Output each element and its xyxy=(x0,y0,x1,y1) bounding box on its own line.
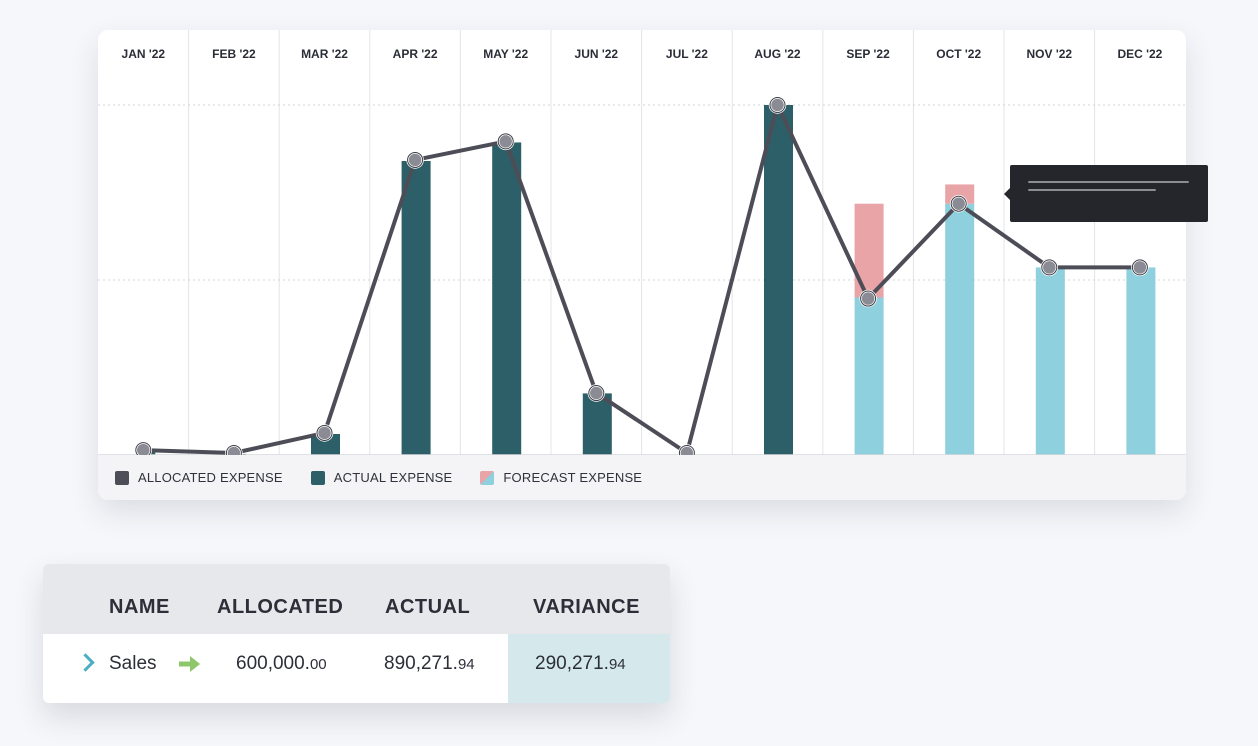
month-label-2: MAR '22 xyxy=(301,47,348,61)
allocated-point-ring-5 xyxy=(588,385,605,402)
actual-bar-3 xyxy=(401,161,431,455)
expense-chart-card: JAN '22 FEB '22 MAR '22 APR '22 MAY '22 JUN '… xyxy=(98,30,1186,500)
allocated-point-ring-4 xyxy=(497,133,514,150)
actual-bar-5 xyxy=(582,393,612,455)
header-allocated: ALLOCATED xyxy=(217,596,344,618)
header-variance: VARIANCE xyxy=(533,596,640,618)
month-label-11: DEC '22 xyxy=(1117,47,1162,61)
allocated-point-ring-2 xyxy=(316,424,333,441)
variance-decimals: 94 xyxy=(608,656,626,673)
allocated-point-ring-10 xyxy=(1041,259,1058,276)
allocated-point-ring-7 xyxy=(769,97,786,113)
row-actual: 890,271.94 xyxy=(384,653,475,675)
budget-table: NAME ALLOCATED ACTUAL VARIANCE Sales 600… xyxy=(43,564,670,703)
forecast-base-bar-8 xyxy=(854,297,884,455)
legend-label-forecast: FORECAST EXPENSE xyxy=(503,470,643,485)
month-label-8: SEP '22 xyxy=(846,47,890,61)
expand-chevron-icon[interactable] xyxy=(76,653,95,672)
month-label-1: FEB '22 xyxy=(212,47,256,61)
month-label-5: JUN '22 xyxy=(575,47,619,61)
month-label-9: OCT '22 xyxy=(936,47,981,61)
legend-swatch-actual xyxy=(310,470,325,485)
month-label-0: JAN '22 xyxy=(122,47,166,61)
actual-integer: 890,271. xyxy=(384,653,458,674)
allocated-point-ring-8 xyxy=(860,290,877,307)
allocated-point-ring-9 xyxy=(950,195,967,212)
tooltip-line-1 xyxy=(1028,181,1189,183)
actual-decimals: 94 xyxy=(457,656,475,673)
forecast-base-bar-11 xyxy=(1126,267,1156,455)
legend-item-actual[interactable]: ACTUAL EXPENSE xyxy=(310,470,453,485)
allocated-integer: 600,000. xyxy=(236,653,310,674)
header-name: NAME xyxy=(109,596,170,618)
legend-label-allocated: ALLOCATED EXPENSE xyxy=(138,470,283,485)
month-label-7: AUG '22 xyxy=(754,47,801,61)
table-row[interactable]: Sales 600,000.00 890,271.94 290,271.94 xyxy=(43,634,670,703)
actual-bar-7 xyxy=(764,105,793,455)
expense-chart: JAN '22 FEB '22 MAR '22 APR '22 MAY '22 JUN '… xyxy=(98,30,1186,462)
month-label-4: MAY '22 xyxy=(483,47,528,61)
legend-swatch-forecast xyxy=(480,470,495,485)
actual-bar-4 xyxy=(492,142,522,455)
month-label-10: NOV '22 xyxy=(1027,47,1073,61)
chart-legend: ALLOCATED EXPENSE ACTUAL EXPENSE FORECAS… xyxy=(115,470,670,485)
allocated-point-ring-11 xyxy=(1131,259,1148,276)
chart-legend-area: ALLOCATED EXPENSE ACTUAL EXPENSE FORECAS… xyxy=(98,455,1186,500)
tooltip-line-2 xyxy=(1028,189,1156,191)
row-variance: 290,271.94 xyxy=(535,653,626,675)
actual-bar-2 xyxy=(311,434,340,455)
arrow-right-icon xyxy=(179,656,200,672)
forecast-base-bar-10 xyxy=(1035,267,1065,455)
variance-integer: 290,271. xyxy=(535,653,609,674)
allocated-decimals: 00 xyxy=(309,656,327,673)
header-actual: ACTUAL xyxy=(385,596,471,618)
row-allocated: 600,000.00 xyxy=(236,653,327,675)
month-label-3: APR '22 xyxy=(393,47,438,61)
allocated-line xyxy=(143,103,1140,455)
legend-label-actual: ACTUAL EXPENSE xyxy=(333,470,453,485)
legend-item-allocated[interactable]: ALLOCATED EXPENSE xyxy=(115,470,283,485)
forecast-base-bar-9 xyxy=(945,203,975,455)
chart-tooltip xyxy=(1004,165,1208,222)
allocated-point-ring-3 xyxy=(407,151,424,168)
legend-item-forecast[interactable]: FORECAST EXPENSE xyxy=(480,470,642,485)
row-name: Sales xyxy=(109,653,157,674)
legend-swatch-allocated xyxy=(115,470,129,485)
month-label-6: JUL '22 xyxy=(666,47,708,61)
table-header: NAME ALLOCATED ACTUAL VARIANCE xyxy=(43,564,670,634)
variance-cell-bg xyxy=(508,634,670,703)
